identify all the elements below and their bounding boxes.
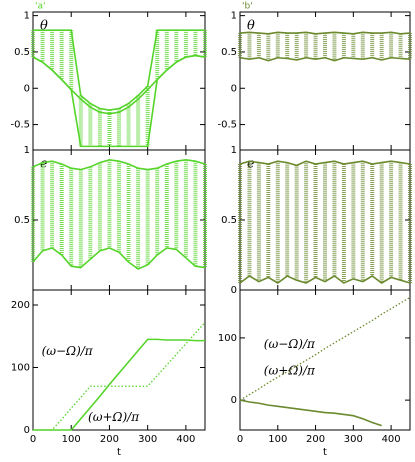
panel-title: 'b' xyxy=(242,2,253,12)
annotation: (ω+Ω)/π xyxy=(264,364,316,378)
y-tick-label: 0 xyxy=(231,395,237,406)
x-axis-label: t xyxy=(323,447,327,458)
series-line xyxy=(239,160,411,167)
series-line xyxy=(32,54,206,115)
panel-title: 'a' xyxy=(35,2,45,12)
y-tick-label: -0.5 xyxy=(10,120,30,131)
x-tick-label: 200 xyxy=(306,434,325,445)
series-line xyxy=(32,247,206,270)
series-line xyxy=(239,296,411,401)
y-tick-label: 0 xyxy=(24,425,30,436)
x-tick-label: 200 xyxy=(100,434,119,445)
x-tick-label: 0 xyxy=(30,434,36,445)
series-line xyxy=(33,322,206,431)
y-tick-label: 1 xyxy=(231,145,237,156)
y-axis-label: θ xyxy=(247,19,255,34)
series-line xyxy=(239,56,411,62)
series-line xyxy=(239,31,411,35)
y-tick-label: 200 xyxy=(11,300,30,311)
x-tick-label: 300 xyxy=(344,434,363,445)
x-tick-label: 100 xyxy=(62,434,81,445)
y-tick-label: -0.5 xyxy=(217,120,237,131)
panel-frame xyxy=(239,289,411,431)
y-axis-label: θ xyxy=(40,19,48,34)
y-tick-label: 100 xyxy=(11,363,30,374)
x-tick-label: 300 xyxy=(138,434,157,445)
x-tick-label: 400 xyxy=(176,434,195,445)
annotation: (ω+Ω)/π xyxy=(88,410,140,424)
y-tick-label: 100 xyxy=(218,333,237,344)
y-tick-label: 0 xyxy=(231,285,237,296)
y-tick-label: 0 xyxy=(24,83,30,94)
annotation: (ω−Ω)/π xyxy=(264,337,316,351)
series-line xyxy=(239,275,411,284)
panel-frame xyxy=(32,289,206,431)
y-tick-label: 1 xyxy=(231,11,237,22)
y-tick-label: 0.5 xyxy=(221,215,237,226)
y-tick-label: 0.5 xyxy=(14,47,30,58)
y-axis-label: e xyxy=(40,157,48,172)
annotation: (ω−Ω)/π xyxy=(42,344,94,358)
x-tick-label: 100 xyxy=(268,434,287,445)
y-tick-label: 1 xyxy=(24,11,30,22)
series-line xyxy=(33,338,205,431)
series-line xyxy=(32,158,206,171)
series-line xyxy=(239,399,382,427)
x-tick-label: 400 xyxy=(382,434,401,445)
series-line xyxy=(33,29,205,111)
y-tick-label: 0.5 xyxy=(14,215,30,226)
y-tick-label: 0 xyxy=(231,83,237,94)
x-tick-label: 0 xyxy=(237,434,243,445)
y-tick-label: 1 xyxy=(24,145,30,156)
x-axis-label: t xyxy=(117,447,121,458)
y-tick-label: 0.5 xyxy=(221,47,237,58)
